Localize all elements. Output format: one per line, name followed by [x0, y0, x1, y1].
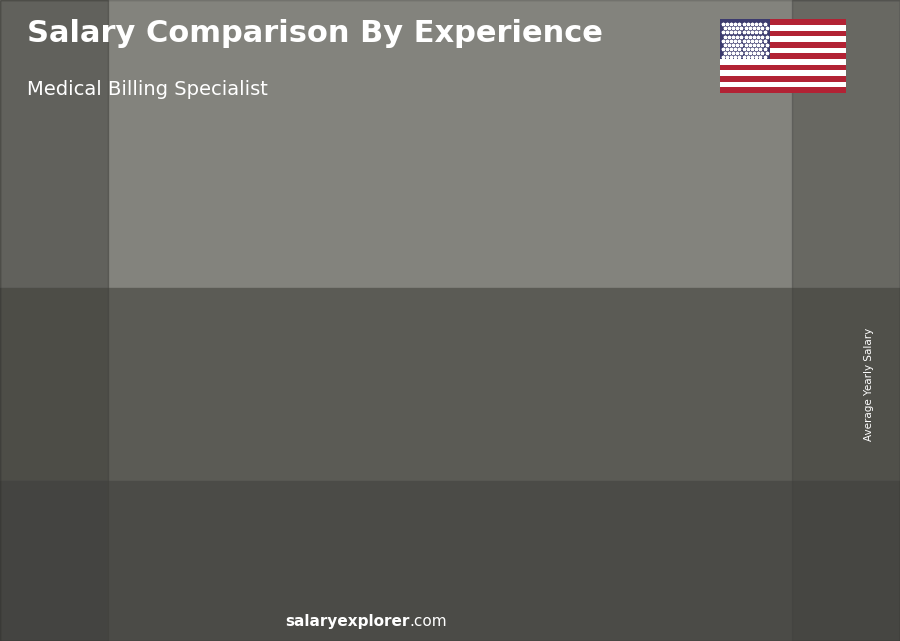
Bar — [720, 19, 770, 59]
Polygon shape — [562, 278, 653, 292]
Bar — [0, 481, 900, 641]
Bar — [720, 76, 846, 81]
Bar — [562, 292, 571, 564]
Bar — [433, 314, 443, 564]
Polygon shape — [177, 412, 269, 426]
Polygon shape — [49, 446, 141, 460]
Bar — [720, 19, 846, 25]
Text: 97,400 USD: 97,400 USD — [352, 285, 427, 298]
Bar — [49, 460, 128, 564]
Text: 54,100 USD: 54,100 USD — [96, 396, 170, 409]
Text: +34%: +34% — [143, 351, 196, 369]
Bar — [720, 71, 846, 76]
Polygon shape — [384, 345, 398, 564]
Text: +22%: +22% — [399, 213, 453, 231]
Bar — [792, 0, 900, 641]
Text: Salary Comparison By Experience: Salary Comparison By Experience — [27, 19, 603, 48]
Polygon shape — [256, 412, 269, 564]
Text: 115,000 USD: 115,000 USD — [600, 240, 683, 253]
Polygon shape — [689, 255, 782, 269]
Text: +48%: +48% — [271, 267, 325, 286]
Bar — [720, 53, 846, 59]
Text: 40,500 USD: 40,500 USD — [0, 431, 42, 444]
Text: +8%: +8% — [662, 169, 703, 187]
Text: +9%: +9% — [533, 190, 575, 208]
Polygon shape — [513, 300, 526, 564]
Bar — [177, 426, 256, 564]
Polygon shape — [128, 446, 141, 564]
Text: salaryexplorer: salaryexplorer — [285, 615, 410, 629]
Bar — [49, 460, 58, 564]
Bar — [177, 426, 186, 564]
Bar — [720, 42, 846, 47]
Polygon shape — [769, 255, 782, 564]
Bar — [305, 359, 315, 564]
Text: .com: .com — [410, 615, 447, 629]
Bar — [720, 47, 846, 53]
Text: Average Yearly Salary: Average Yearly Salary — [863, 328, 874, 441]
Bar — [689, 269, 699, 564]
Bar — [0, 0, 108, 641]
Bar — [720, 59, 846, 65]
Text: Medical Billing Specialist: Medical Billing Specialist — [27, 80, 268, 99]
Text: 79,900 USD: 79,900 USD — [224, 330, 299, 343]
Bar — [689, 269, 769, 564]
Bar — [720, 81, 846, 87]
Bar — [0, 288, 900, 481]
Bar — [433, 314, 513, 564]
Polygon shape — [641, 278, 653, 564]
Text: 106,000 USD: 106,000 USD — [472, 263, 555, 276]
Bar — [0, 0, 900, 288]
Bar — [720, 31, 846, 37]
Bar — [720, 25, 846, 31]
Bar — [562, 292, 641, 564]
Bar — [305, 359, 384, 564]
Polygon shape — [305, 345, 398, 359]
Bar — [720, 37, 846, 42]
Bar — [720, 65, 846, 71]
Bar — [720, 87, 846, 93]
Polygon shape — [433, 300, 526, 314]
